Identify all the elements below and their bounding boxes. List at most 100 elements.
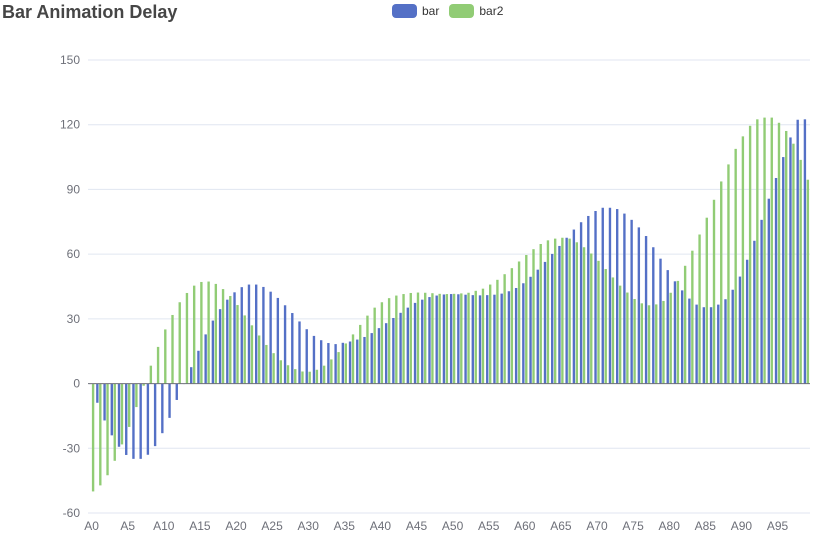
bar-bar-A33 [327,343,330,384]
bar-bar2-A44 [409,292,412,384]
bar-bar-A55 [486,295,489,384]
bar-bar2-A16 [207,281,210,384]
bar-bar-A84 [695,304,698,384]
bar-bar2-A83 [691,250,694,384]
bar-bar2-A52 [467,292,470,384]
x-tick-label: A60 [514,519,536,533]
bar-bar2-A50 [452,293,456,384]
bar-bar-A64 [551,253,554,384]
bar-bar-A66 [565,237,568,384]
bar-bar2-A15 [200,281,203,384]
axes: -60 -30 0 30 60 90 120 150 A0 A5 A10 A15 A20 A25 A30 A3… [60,53,810,533]
y-tick-label: 120 [60,118,80,132]
bar-bar-A22 [247,284,251,384]
x-tick-label: A30 [298,519,320,533]
bar-bar2-A62 [539,244,542,384]
bar-bar2-A94 [770,117,773,384]
bar-bar2-A13 [185,292,189,384]
bar-bar-A89 [731,289,734,384]
bar-bar-A81 [673,281,677,384]
x-tick-label: A40 [370,519,392,533]
bar-bar2-A59 [517,261,521,384]
bar-bar-A14 [190,367,193,384]
bar-bar2-A57 [503,274,506,384]
bar-bar2-A43 [402,294,405,384]
bar-bar2-A39 [373,307,376,384]
x-tick-label: A20 [225,519,247,533]
x-tick-label: A10 [153,519,175,533]
bar-bar-A31 [312,335,316,384]
legend-item-bar[interactable]: bar [392,4,439,18]
x-tick-label: A15 [189,519,211,533]
bar-bar-A32 [319,340,323,384]
bar-bar-A92 [753,240,756,384]
bar-bar-A67 [572,229,576,384]
bar-bar-A56 [493,294,496,384]
bar-bar2-A42 [395,295,398,384]
bar-bar-A12 [175,383,178,400]
bar-bar-A5 [125,383,128,455]
bar-bar2-A79 [662,300,665,384]
x-tick-label: A85 [695,519,717,533]
bar-bar-A62 [536,269,539,384]
bar-bar2-A41 [387,298,391,384]
bar-bar-A58 [507,291,511,384]
bar-bar-A97 [789,137,792,384]
bar-bar-A26 [276,297,280,384]
bar-bar-A91 [745,259,749,384]
bar-bar-A79 [659,258,662,384]
bar-bar2-A72 [611,277,615,384]
bar-bar-A90 [738,276,742,384]
x-tick-label: A35 [334,519,356,533]
bar-bar-A10 [161,383,164,434]
bar-bar2-A10 [164,329,167,384]
bar-bar2-A45 [416,292,420,384]
bar-bar-A4 [117,383,121,447]
bar-bar2-A38 [366,315,369,384]
bar-bar2-A69 [590,253,593,384]
bar-bar-A53 [471,295,474,384]
bar-bar-A57 [500,293,503,384]
bar-bar2-A58 [510,268,514,384]
bar-bar2-A17 [214,283,218,384]
bar-bar2-A40 [380,302,384,384]
bar-bar-A93 [760,219,763,384]
bar-bar-A98 [796,119,799,384]
bar-bar-A50 [449,294,453,384]
bar-bar2-A26 [279,360,282,384]
bar-bar2-A60 [525,255,528,384]
y-tick-label: -60 [63,506,81,520]
bar-bar-A20 [233,292,236,384]
bar-bar-A43 [399,312,402,384]
bar-bar2-A19 [229,295,232,384]
bar-bar-A72 [608,207,612,384]
bar-bar2-A85 [705,217,708,384]
bar-bar2-A22 [250,325,254,384]
bar-bar2-A33 [330,359,333,384]
bar-bar2-A3 [113,383,116,461]
bar-bar2-A70 [597,260,600,384]
bar-bar-A75 [630,219,633,384]
bar-bar2-A91 [748,125,752,384]
bar-bar2-A89 [734,148,737,384]
bar-bar2-A81 [676,280,680,384]
x-tick-label: A65 [550,519,572,533]
bar-bar2-A95 [777,122,781,384]
bar-bar-A29 [298,321,301,384]
bar-bar-A82 [680,290,684,384]
bar-bar2-A51 [460,293,463,384]
x-tick-label: A0 [84,519,99,533]
y-tick-label: 150 [60,53,80,67]
bar-bar-A73 [616,209,619,384]
bar-bar-A18 [218,309,222,384]
bar-bar2-A12 [178,302,181,384]
bar-bar2-A54 [481,288,485,384]
legend-item-bar2[interactable]: bar2 [449,4,503,18]
bar-bar2-A49 [445,294,449,384]
bar-bar2-A21 [243,315,246,384]
bar-bar2-A18 [221,289,225,384]
bar-bar2-A97 [792,143,795,384]
bar-bar-A88 [724,299,727,384]
bar-bar-A61 [529,276,532,384]
bar-bar-A27 [283,305,287,384]
